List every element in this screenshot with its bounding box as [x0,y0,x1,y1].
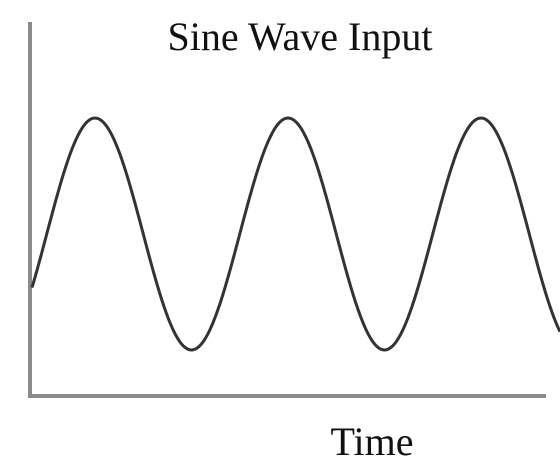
sine-wave [30,116,560,352]
x-axis-label: Time [330,419,413,462]
title: Sine Wave Input [168,14,433,59]
